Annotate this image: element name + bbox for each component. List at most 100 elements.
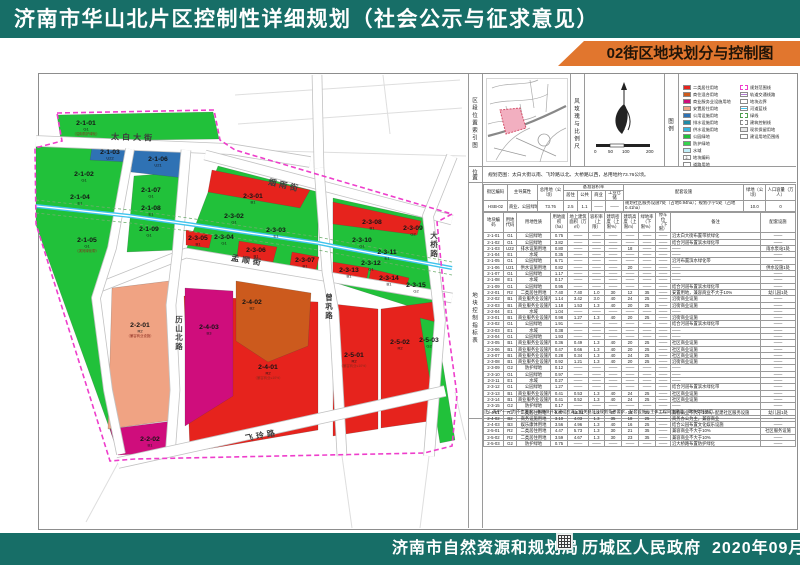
control-cell: —— [760, 370, 796, 379]
table-row: 2-3-03 E1 水域 0.38 —— —— —— —— —— —— —— —— [483, 326, 796, 335]
control-cell: —— [760, 383, 796, 391]
parcel-note-label: （兼容商业设施） [126, 333, 153, 338]
parcel-class-label: R2 [351, 359, 357, 364]
parcel-code-label: 2-1-06 [148, 156, 168, 163]
control-cell: —— [760, 282, 796, 290]
parcel-code-label: 2-4-02 [242, 299, 262, 306]
parcel-code-label: 2-1-05 [77, 237, 97, 244]
context-road [419, 455, 430, 529]
parcel-code-label: 2-1-03 [100, 149, 120, 156]
road [312, 74, 324, 169]
summary-cell: —— [604, 200, 625, 212]
legend-swatch [740, 99, 748, 104]
legend-swatch [683, 92, 691, 97]
road [165, 149, 191, 457]
control-cell: —— [760, 320, 796, 328]
legend-swatch [683, 99, 691, 104]
control-cell: —— [760, 270, 796, 278]
green-line [35, 212, 453, 276]
parcel-control-table: 地块编码 用地代码 用地性质 用地面积（ha） 地上建筑面积（万㎡） 容积率（上限） 建筑密… [483, 211, 796, 448]
parcel-code-label: 2-3-09 [403, 225, 423, 232]
context-road [237, 107, 463, 125]
control-cell: —— [760, 301, 796, 309]
table-row: 2-3-02 G1 公园绿地 1.91 —— —— —— —— —— —— 结合河道布置滨水绿化带 —… [483, 320, 796, 328]
summary-cell: 公共 [577, 189, 592, 202]
control-cell: 排水设施用地 [516, 244, 551, 253]
table-row: 2-3-11 E1 水域 0.27 —— —— —— —— —— —— —— —— [483, 377, 796, 385]
control-cell: 商业服务业设施用地 [516, 339, 551, 347]
legend-item: 排水设施用地 [683, 119, 739, 126]
planning-boundary [34, 109, 458, 462]
summary-cell: 工业仓储 [604, 189, 625, 202]
table-row: 2-3-01B1商业服务业设施用地0.981.271.3402025——沿街商业… [483, 314, 796, 322]
legend-label: 供水设施用地 [693, 126, 719, 132]
summary-cell: 绿地（公顷） [743, 183, 767, 202]
map-parcel [332, 201, 422, 236]
control-cell: 用地面积（ha） [550, 211, 568, 234]
legend-swatch [740, 134, 748, 139]
control-cell: —— [604, 440, 622, 448]
parcel-code-label: 2-1-07 [141, 187, 161, 194]
control-cell: 配套设施 [760, 211, 796, 234]
legend-item: 商业服务业设施用地 [683, 98, 739, 105]
parcel-class-label: R2 [137, 329, 143, 334]
legend-item: 建筑控制线 [740, 119, 796, 126]
control-cell: 商务设施用地 [516, 414, 551, 423]
table-row: 2-3-12 G1 公园绿地 1.27 —— —— —— —— —— —— 结合河道布置滨水绿化带 —… [483, 383, 796, 391]
parcel-code-label: 2-2-02 [140, 436, 160, 443]
legend-item: 轨道交通线路 [740, 91, 796, 98]
control-cell: 用地代码 [503, 211, 517, 234]
green-line [35, 199, 453, 263]
street-name-label: 历山北路 [175, 315, 183, 351]
control-cell: 娱乐康体用地 [516, 421, 551, 429]
control-cell: —— [655, 440, 671, 448]
table-row: 2-3-07B1商业服务业设施用地0.280.341.3402425——社区商业… [483, 351, 796, 360]
control-cell: 商业服务业设施用地 [516, 358, 551, 366]
parcel-class-label: G2 [413, 289, 419, 294]
parcel-class-label: G1 [359, 244, 365, 249]
control-cell: —— [621, 440, 639, 448]
parcel-note-label: （滨河绿化带） [75, 248, 99, 253]
parcel-code-label: 2-3-07 [295, 257, 315, 264]
control-cell: 商业服务业设施用地 [516, 314, 551, 322]
scale-tick: 50 [608, 149, 614, 154]
parcel-class-label: G1 [148, 194, 154, 199]
legend-swatch [683, 113, 691, 118]
table-row: 2-1-08 E1 水域 0.17 —— —— —— —— —— —— —— —— [483, 276, 796, 284]
parcel-class-label: G2 [410, 232, 416, 237]
control-cell: —— [760, 402, 796, 410]
summary-cell: 规划社区服务设施7处（占地0.94ha）；规划小学1处（占地0.41ha） [623, 200, 745, 212]
legend-item: 规划范围线 [740, 84, 796, 91]
context-road [341, 455, 353, 529]
parcel-code-label: 2-3-02 [224, 213, 244, 220]
table-row: 2-1-01 G1 公园绿地 0.75 —— —— —— —— —— —— 沿太白大街布置带状绿化 —… [483, 232, 796, 240]
parcel-code-label: 2-4-01 [258, 364, 278, 371]
legend-label: 河道蓝线 [750, 105, 767, 111]
legend-item: 安置居住用地 [683, 105, 739, 112]
table-row: 2-1-02 G1 公园绿地 3.82 —— —— —— —— —— —— 结合河道布置滨水绿化带 —… [483, 238, 796, 246]
parcel-note-label: （沿街防护绿化） [72, 131, 99, 136]
table-row: 2-4-02 B2 商务设施用地 3.10 4.03 1.3 35 18 25 —— 商务办公为主，… [483, 414, 796, 423]
legend-label: 公用设施用地 [693, 112, 719, 118]
table-row: 2-2-04 E1 水域 1.04 —— —— —— —— —— —— —— —— [483, 307, 796, 316]
table-row: 2-3-04 G1 公园绿地 1.93 —— —— —— —— —— —— —— —— [483, 332, 796, 341]
drawing-sheet-frame [38, 73, 798, 530]
control-cell: —— [760, 232, 796, 240]
footer-org-2: 历城区人民政府 [582, 540, 702, 557]
table-row: 2-3-14B1商业服务业设施用地0.410.521.3402425——社区商业… [483, 395, 796, 404]
parcel-code-label: 2-3-06 [246, 247, 266, 254]
parcel-class-label: B1 [254, 254, 260, 259]
parcel-class-label: B1 [303, 264, 309, 269]
table-row: 2-1-06 U21 供水设施用地 0.82 —— —— —— 20 —— —— —— 供水设施1处 [483, 263, 796, 272]
legend-item: 河道蓝线 [740, 105, 796, 112]
table-row: 2-5-02 R2 二类居住用地 3.59 4.67 1.3 30 23 35 —— 兼容商业不大于… [483, 433, 796, 442]
control-cell: 沿大桥路布置防护绿化 [670, 440, 761, 448]
subsection-divider-1 [570, 74, 571, 166]
legend-swatch [683, 127, 691, 132]
control-cell: 供水设施1处 [760, 263, 796, 272]
control-cell: 幼儿园1处 [760, 408, 796, 416]
control-cell: —— [760, 358, 796, 366]
control-cell: 建筑密度（上限%） [604, 211, 622, 234]
table-row: 2-1-07 G1 公园绿地 1.17 —— —— —— —— —— —— —— —— [483, 270, 796, 278]
